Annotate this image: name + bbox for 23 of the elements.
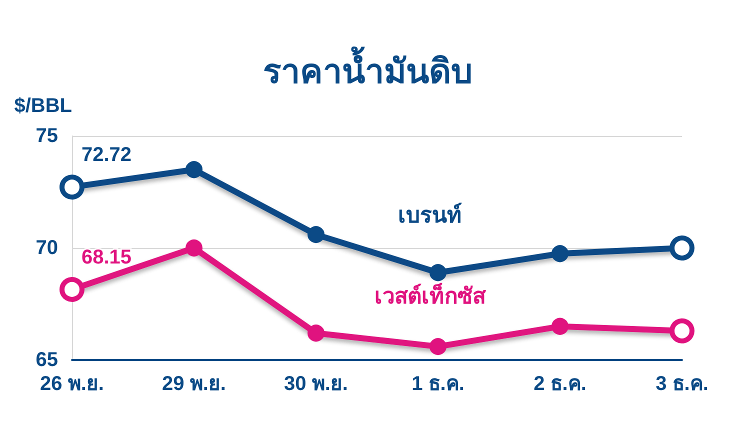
chart-title: ราคาน้ำมันดิบ: [263, 46, 473, 91]
y-axis-title: $/BBL: [14, 95, 72, 117]
x-tick-label: 1 ธ.ค.: [412, 373, 464, 395]
y-tick-label: 75: [36, 125, 58, 147]
series-label: เวสต์เท็กซัส: [374, 281, 486, 308]
data-label: 68.15: [82, 246, 132, 268]
x-tick-label: 30 พ.ย.: [284, 373, 348, 395]
point: [552, 318, 568, 335]
y-tick-label: 70: [36, 237, 58, 259]
point: [430, 338, 446, 356]
x-tick-label: 2 ธ.ค.: [534, 373, 586, 395]
point: [308, 324, 324, 342]
x-tick-label: 3 ธ.ค.: [656, 373, 708, 395]
point: [430, 264, 446, 282]
point: [186, 240, 202, 256]
point: [186, 161, 202, 178]
y-tick-label: 65: [36, 349, 58, 371]
x-tick-label: 26 พ.ย.: [40, 373, 104, 395]
point: [552, 245, 568, 262]
point: [308, 226, 324, 244]
x-tick-label: 29 พ.ย.: [162, 373, 226, 395]
series-label: เบรนท์: [398, 202, 462, 228]
data-label: 72.72: [82, 144, 132, 166]
